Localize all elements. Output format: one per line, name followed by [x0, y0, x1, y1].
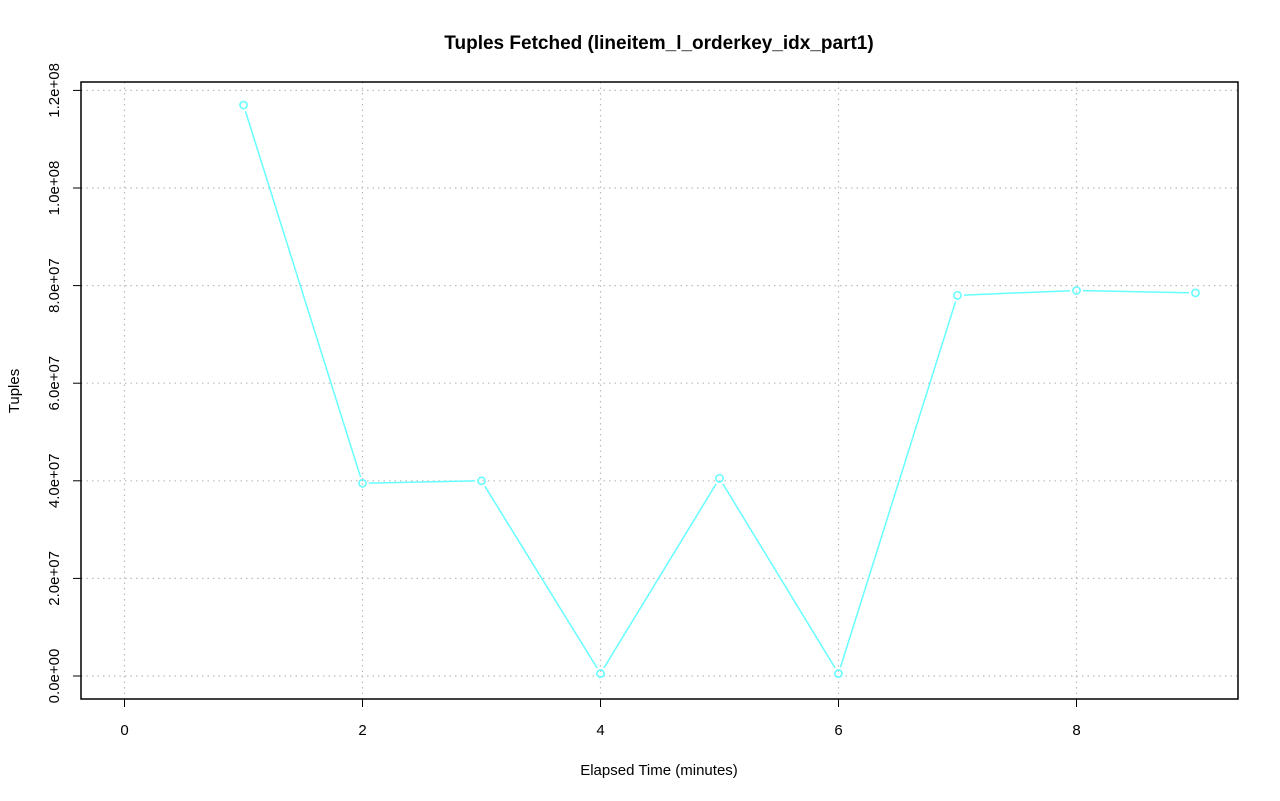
data-point: [834, 669, 843, 678]
x-tick-label: 0: [120, 722, 128, 739]
data-point: [477, 476, 486, 486]
y-tick-label: 6.0e+07: [46, 356, 63, 411]
series-group: [239, 100, 1200, 678]
y-tick-label: 0.0e+00: [46, 649, 63, 704]
x-tick-label: 4: [596, 722, 604, 739]
series-line-segment: [963, 289, 1071, 296]
data-point: [239, 100, 248, 110]
series-line-segment: [722, 483, 836, 669]
x-tick-label: 8: [1072, 722, 1080, 739]
x-axis-label: Elapsed Time (minutes): [580, 762, 738, 779]
data-point: [358, 478, 367, 488]
y-tick-label: 4.0e+07: [46, 453, 63, 508]
series-line-segment: [244, 111, 362, 478]
series-line-segment: [484, 485, 598, 669]
data-point: [596, 669, 605, 678]
series-line-segment: [368, 480, 476, 484]
chart-title: Tuples Fetched (lineitem_l_orderkey_idx_…: [444, 33, 873, 54]
y-tick-label: 8.0e+07: [46, 258, 63, 313]
y-tick-label: 1.0e+08: [46, 161, 63, 216]
y-tick-label: 1.2e+08: [46, 63, 63, 118]
y-axis-label: Tuples: [6, 369, 23, 413]
y-tick-label: 2.0e+07: [46, 551, 63, 606]
data-point: [715, 473, 724, 483]
series-line-segment: [1082, 289, 1190, 294]
data-point: [1072, 286, 1081, 295]
data-point: [953, 290, 962, 300]
series-line-segment: [603, 483, 717, 669]
y-axis: 0.0e+00 2.0e+07 4.0e+07 6.0e+07 8.0e+07 1.0e+…: [46, 63, 82, 704]
x-tick-label: 6: [834, 722, 842, 739]
grid: [81, 82, 1238, 699]
x-tick-label: 2: [358, 722, 366, 739]
plot-frame: [80, 81, 1239, 700]
series-line-segment: [839, 301, 957, 668]
data-point: [1191, 288, 1200, 298]
